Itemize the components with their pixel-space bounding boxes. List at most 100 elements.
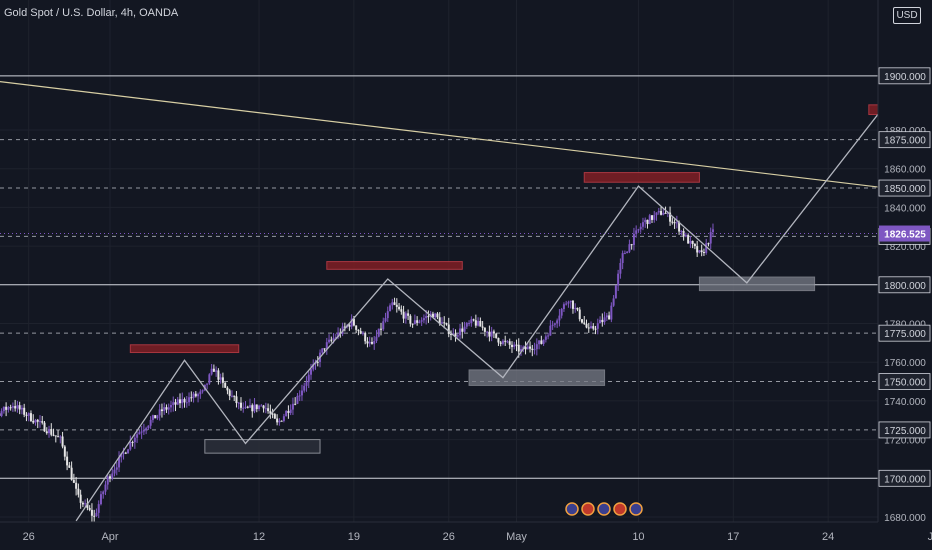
candle-body xyxy=(639,226,642,230)
time-tick-label: 26 xyxy=(23,531,35,543)
resistance-box xyxy=(129,344,240,354)
candle-body xyxy=(569,300,572,303)
candle-body xyxy=(41,421,44,423)
horizontal-levels xyxy=(0,75,878,479)
candle-body xyxy=(174,402,177,405)
candle-body xyxy=(127,449,130,454)
candle-body xyxy=(402,311,405,319)
us-flag-icon[interactable] xyxy=(565,502,579,516)
candle-body xyxy=(587,327,590,329)
candle-body xyxy=(373,341,376,344)
candle-body xyxy=(307,374,310,383)
candle-body xyxy=(479,320,482,327)
candle-body xyxy=(316,361,319,363)
candle-body xyxy=(138,432,141,435)
candle-body xyxy=(646,219,649,225)
time-tick-label: Jun xyxy=(928,531,932,543)
candle-body xyxy=(445,323,448,325)
candle-body xyxy=(495,333,498,338)
candle-body xyxy=(558,315,561,321)
us-flag-icon[interactable] xyxy=(597,502,611,516)
candle-body xyxy=(201,390,204,392)
candle-body xyxy=(617,273,620,286)
time-tick-label: May xyxy=(506,531,527,543)
candle-body xyxy=(190,397,193,399)
candle-body xyxy=(574,307,577,309)
candle-body xyxy=(619,263,622,274)
candle-body xyxy=(38,421,41,423)
candle-body xyxy=(167,407,170,410)
candle-body xyxy=(553,323,556,325)
candle-body xyxy=(515,344,518,346)
candle-body xyxy=(596,323,599,329)
candle-body xyxy=(217,370,220,380)
candle-body xyxy=(684,235,687,237)
candle-body xyxy=(337,332,340,338)
candle-body xyxy=(526,346,529,350)
candle-body xyxy=(506,341,509,343)
us-flag-icon[interactable] xyxy=(629,502,643,516)
time-axis[interactable]: 26Apr121926May101724Jun7 xyxy=(0,521,932,550)
candle-body xyxy=(671,221,674,223)
candle-body xyxy=(386,311,389,319)
us-flag-icon[interactable] xyxy=(613,502,627,516)
chart-title: Gold Spot / U.S. Dollar, 4h, OANDA xyxy=(4,7,179,19)
candle-body xyxy=(63,446,66,457)
candle-body xyxy=(395,304,398,307)
candle-body xyxy=(438,317,441,324)
time-tick-label: 17 xyxy=(727,531,739,543)
candle-body xyxy=(689,240,692,244)
candle-body xyxy=(57,436,60,438)
candle-body xyxy=(343,326,346,328)
candle-body xyxy=(632,233,635,245)
support-box xyxy=(698,276,816,292)
candle-body xyxy=(79,494,82,503)
candle-body xyxy=(425,316,428,319)
currency-button[interactable]: USD xyxy=(893,7,921,24)
us-flag-icon[interactable] xyxy=(581,502,595,516)
candle-body xyxy=(188,397,191,403)
candle-body xyxy=(585,323,588,328)
candle-body xyxy=(296,395,299,404)
candle-body xyxy=(285,410,288,417)
candle-body xyxy=(531,348,534,350)
candle-body xyxy=(705,243,708,253)
candle-body xyxy=(264,408,267,410)
candle-body xyxy=(11,406,14,408)
candle-body xyxy=(370,341,373,344)
price-axis-bg xyxy=(878,0,932,550)
candle-body xyxy=(711,229,714,233)
candle-body xyxy=(393,302,396,305)
candle-body xyxy=(88,507,91,510)
candle-body xyxy=(165,407,168,410)
candle-body xyxy=(97,504,100,513)
candle-body xyxy=(691,240,694,245)
candle-body xyxy=(660,210,663,215)
candle-body xyxy=(163,407,166,412)
candle-body xyxy=(664,212,667,214)
candle-body xyxy=(81,502,84,505)
candle-body xyxy=(590,326,593,329)
candle-body xyxy=(368,341,371,344)
candle-body xyxy=(420,320,423,322)
candle-body xyxy=(669,212,672,222)
candle-body xyxy=(239,402,242,408)
candle-body xyxy=(181,399,184,404)
candle-body xyxy=(443,322,446,324)
candle-body xyxy=(199,391,202,395)
candle-body xyxy=(52,434,55,436)
level-label: 1725.000 xyxy=(884,426,926,437)
time-tick-label: Apr xyxy=(101,531,118,543)
level-label-bg xyxy=(878,373,931,390)
candle-body xyxy=(183,399,186,403)
candle-body xyxy=(675,222,678,224)
candle-body xyxy=(407,313,410,316)
candle-body xyxy=(680,230,683,232)
support-box xyxy=(468,369,606,386)
candle-body xyxy=(605,315,608,318)
candle-body xyxy=(16,405,19,409)
candle-body xyxy=(136,434,139,438)
level-label: 1750.000 xyxy=(884,378,926,389)
